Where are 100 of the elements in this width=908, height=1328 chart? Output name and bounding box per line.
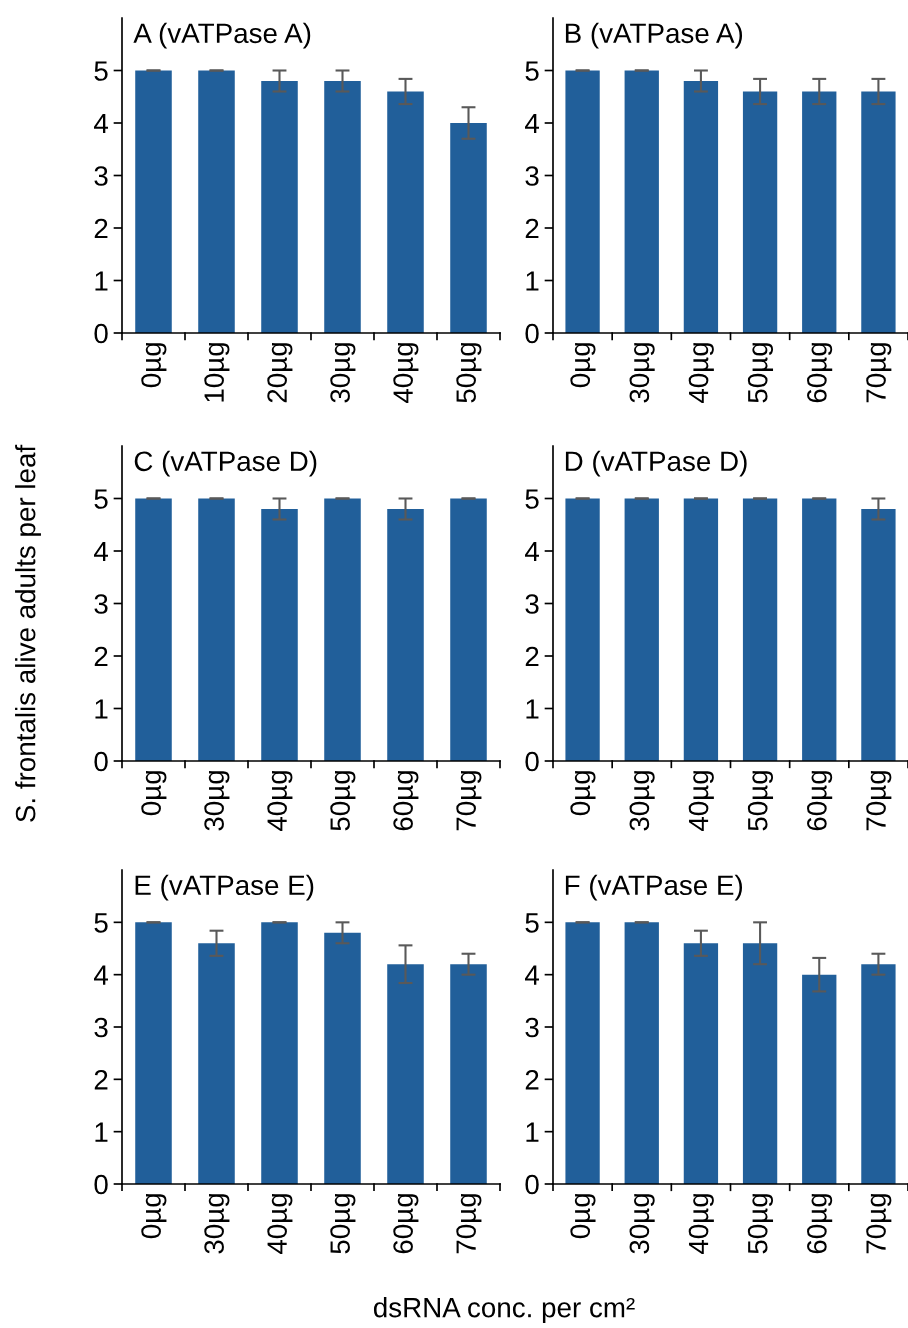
- y-tick-label: 5: [525, 489, 539, 509]
- y-tick-label: 2: [525, 1070, 539, 1090]
- x-tick-label: 70µg: [866, 343, 892, 403]
- chart-title: A (vATPase A): [133, 22, 311, 49]
- bar: [450, 123, 487, 333]
- chart-title: F (vATPase E): [565, 874, 743, 901]
- x-tick-label: 40µg: [688, 1194, 714, 1255]
- bar: [387, 964, 424, 1184]
- y-tick-label: 4: [525, 113, 539, 134]
- y-tick-label: 3: [94, 1017, 108, 1038]
- y-tick-label: 1: [526, 271, 539, 291]
- y-tick-label: 5: [525, 61, 539, 81]
- x-tick-label: 60µg: [393, 1194, 419, 1254]
- x-tick-label: 60µg: [807, 771, 833, 831]
- bar: [565, 70, 600, 333]
- x-tick-label: 60µg: [807, 1194, 833, 1254]
- x-tick-label: 30µg: [629, 771, 655, 831]
- y-tick-label: 2: [525, 646, 539, 667]
- bar: [802, 974, 837, 1184]
- x-tick-label: 30µg: [629, 343, 655, 403]
- x-tick-label: 0µg: [570, 343, 596, 388]
- chart-title: B (vATPase A): [565, 22, 743, 49]
- y-tick-label: 2: [94, 218, 108, 239]
- x-tick-label: 70µg: [866, 1194, 892, 1254]
- y-tick-label: 4: [94, 113, 108, 134]
- y-tick-label: 1: [95, 271, 108, 291]
- bar: [387, 91, 424, 333]
- chart-title: D (vATPase D): [565, 450, 747, 477]
- y-tick-label: 0: [525, 751, 539, 772]
- bar: [135, 70, 172, 333]
- x-tick-label: 70µg: [866, 771, 892, 831]
- y-tick-label: 2: [94, 646, 108, 667]
- x-tick-label: 40µg: [267, 1194, 293, 1255]
- chart-title: E (vATPase E): [135, 874, 314, 901]
- x-tick-label: 0µg: [141, 1194, 167, 1239]
- x-tick-label: 70µg: [456, 771, 482, 831]
- y-tick-label: 5: [525, 913, 539, 933]
- x-tick-label: 40µg: [688, 343, 714, 404]
- y-tick-label: 5: [94, 489, 108, 509]
- bar: [802, 91, 837, 333]
- y-tick-label: 3: [525, 1017, 539, 1038]
- y-tick-label: 3: [525, 166, 539, 186]
- x-tick-label: 50µg: [456, 343, 482, 403]
- bar: [624, 70, 659, 333]
- x-tick-label: 60µg: [807, 343, 833, 403]
- bar: [683, 81, 719, 333]
- bar: [742, 943, 778, 1184]
- x-tick-label: 20µg: [267, 343, 293, 403]
- x-tick-label: 60µg: [393, 771, 419, 831]
- bar: [261, 922, 298, 1184]
- bar: [742, 91, 778, 333]
- x-tick-label: 50µg: [747, 343, 774, 403]
- x-tick-label: 50µg: [747, 1194, 774, 1254]
- bar: [861, 964, 896, 1184]
- x-tick-label: 30µg: [330, 343, 356, 403]
- y-tick-label: 3: [94, 166, 108, 186]
- x-tick-label: 0µg: [141, 343, 167, 388]
- x-tick-label: 30µg: [204, 771, 230, 831]
- x-axis-title: dsRNA conc. per cm²: [373, 1297, 635, 1323]
- y-tick-label: 1: [526, 699, 539, 719]
- bar: [450, 964, 487, 1184]
- y-tick-label: 0: [94, 1174, 108, 1195]
- bar: [324, 932, 361, 1184]
- x-tick-label: 40µg: [393, 343, 419, 404]
- chart-title: C (vATPase D): [134, 450, 317, 477]
- x-tick-label: 0µg: [570, 771, 596, 816]
- bar: [135, 922, 172, 1184]
- bar: [261, 81, 298, 333]
- bar: [198, 943, 235, 1184]
- y-tick-label: 1: [95, 699, 108, 719]
- y-tick-label: 0: [94, 323, 108, 344]
- bar: [683, 943, 719, 1184]
- y-tick-label: 5: [94, 61, 108, 81]
- y-tick-label: 5: [94, 913, 108, 933]
- bar: [198, 70, 235, 333]
- y-tick-label: 0: [525, 323, 539, 344]
- y-tick-label: 2: [94, 1070, 108, 1090]
- x-tick-label: 0µg: [141, 771, 167, 816]
- y-tick-label: 3: [94, 594, 108, 614]
- bar: [861, 91, 896, 333]
- bar: [324, 81, 361, 333]
- y-tick-label: 1: [95, 1122, 108, 1142]
- x-tick-label: 50µg: [330, 771, 356, 831]
- x-tick-label: 40µg: [688, 771, 714, 832]
- y-tick-label: 4: [94, 541, 108, 562]
- bar: [624, 922, 659, 1184]
- y-tick-label: 1: [526, 1122, 539, 1142]
- x-tick-label: 30µg: [204, 1194, 230, 1254]
- x-tick-label: 30µg: [629, 1194, 655, 1254]
- y-tick-label: 4: [94, 965, 108, 985]
- x-tick-label: 70µg: [456, 1194, 482, 1254]
- x-tick-label: 50µg: [747, 771, 774, 831]
- y-axis-title: S. frontalis alive adults per leaf: [15, 444, 41, 822]
- x-tick-label: 50µg: [330, 1194, 356, 1254]
- y-tick-label: 0: [525, 1174, 539, 1195]
- y-tick-label: 0: [94, 751, 108, 772]
- y-tick-label: 4: [525, 541, 539, 562]
- bar: [565, 922, 600, 1184]
- y-tick-label: 4: [525, 965, 539, 985]
- x-tick-label: 10µg: [204, 343, 230, 402]
